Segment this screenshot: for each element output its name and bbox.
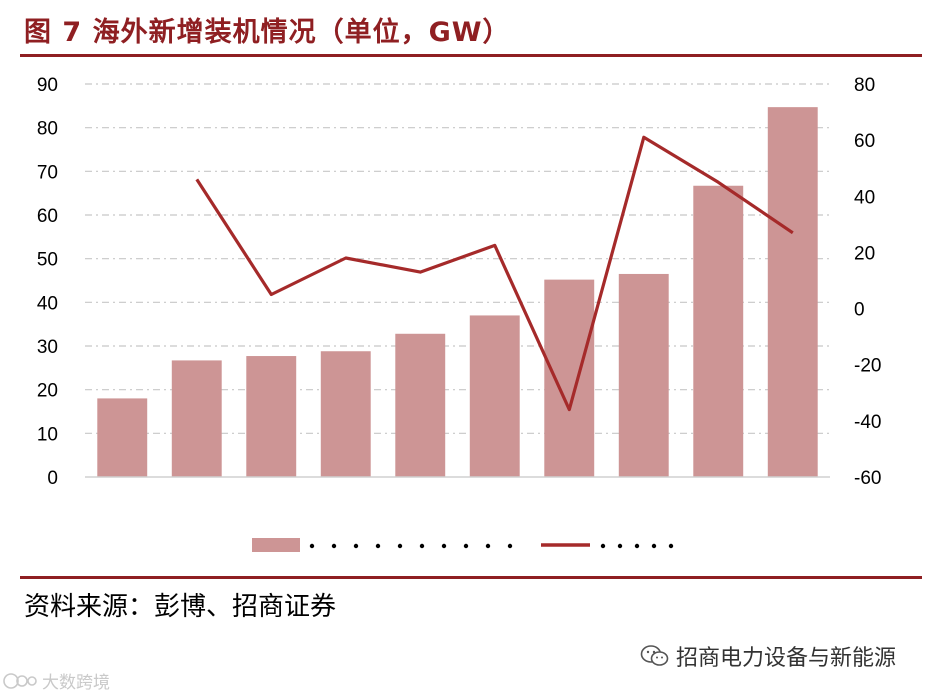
bar-6 (469, 315, 520, 477)
source-note: 资料来源：彭博、招商证券 (24, 592, 337, 622)
bar-8 (618, 273, 669, 477)
legend-dot (651, 543, 657, 549)
title-rule (20, 54, 922, 57)
left-tick-label: 70 (37, 162, 58, 183)
figure-title: 图 7 海外新增装机情况（单位，GW） (24, 17, 511, 48)
left-tick-label: 0 (47, 468, 58, 489)
left-tick-label: 60 (37, 206, 58, 227)
right-tick-label: 60 (854, 131, 875, 152)
right-tick-label: -20 (854, 356, 881, 377)
right-tick-label: 80 (854, 75, 875, 96)
source-rule (20, 576, 922, 579)
right-tick-label: 20 (854, 243, 875, 264)
bar-2 (171, 360, 222, 477)
legend-dot (617, 543, 623, 549)
bar-1 (97, 398, 148, 477)
bar-10 (767, 107, 818, 477)
legend-dot (441, 543, 447, 549)
bar-4 (320, 351, 371, 477)
chart: 0 10 20 30 40 50 60 70 80 90 -60 -40 -20 0 20 40 60 80 (37, 75, 881, 552)
bar-9 (693, 185, 744, 477)
right-tick-label: 0 (854, 300, 865, 321)
legend-dot (634, 543, 640, 549)
watermark-left: 大数跨境 (2, 668, 110, 693)
watermark-left-text: 大数跨境 (42, 673, 110, 693)
legend-dot (375, 543, 381, 549)
bar-7 (544, 279, 595, 477)
right-axis-tick-labels: -60 -40 -20 0 20 40 60 80 (854, 75, 881, 489)
legend-dot (463, 543, 469, 549)
bar-3 (246, 356, 297, 477)
legend-dot (353, 543, 359, 549)
line-path (195, 135, 794, 412)
bars (97, 107, 818, 477)
wechat-logo-icon (640, 645, 669, 666)
left-tick-label: 30 (37, 337, 58, 358)
legend-dot (668, 543, 674, 549)
line-series (195, 135, 794, 412)
legend (252, 538, 674, 552)
left-tick-label: 20 (37, 381, 58, 402)
legend-dot (397, 543, 403, 549)
left-tick-label: 40 (37, 293, 58, 314)
left-tick-label: 10 (37, 424, 58, 445)
legend-dot (419, 543, 425, 549)
watermark-logo-icon (3, 672, 37, 689)
bar-5 (395, 333, 446, 477)
right-tick-label: -40 (854, 412, 881, 433)
right-tick-label: 40 (854, 187, 875, 208)
legend-dot (309, 543, 315, 549)
left-axis-tick-labels: 0 10 20 30 40 50 60 70 80 90 (37, 75, 58, 489)
watermark-right: 招商电力设备与新能源 (640, 640, 896, 672)
left-tick-label: 90 (37, 75, 58, 96)
legend-bar-swatch (252, 538, 300, 552)
legend-dot (485, 543, 491, 549)
watermark-right-text: 招商电力设备与新能源 (676, 646, 897, 671)
left-tick-label: 50 (37, 250, 58, 271)
legend-dot (600, 543, 606, 549)
left-tick-label: 80 (37, 119, 58, 140)
legend-dot (507, 543, 513, 549)
legend-dot (331, 543, 337, 549)
right-tick-label: -60 (854, 468, 881, 489)
